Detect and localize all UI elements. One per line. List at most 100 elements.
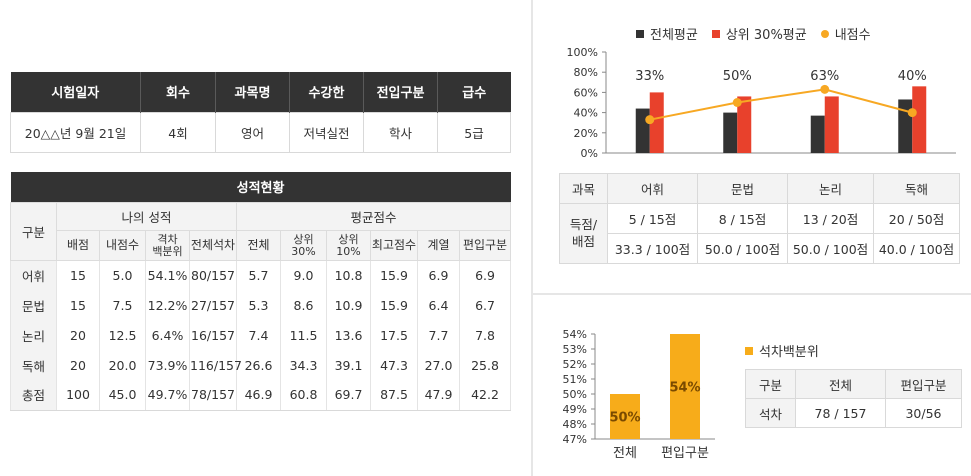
bar-top30-avg [737,96,752,153]
percent-vocab: 33.3 / 100점 [607,233,698,264]
col-transfer: 편입구분 [458,229,512,261]
cell-my-score: 5.0 [99,260,146,290]
legend-swatch-my-score [820,29,829,38]
cell-max: 20 [56,320,100,350]
cell-gap-percentile: 73.9% [145,350,190,380]
y-tick-label: 52% [563,358,587,371]
table-row: 총점 100 45.0 49.7% 78/157 46.9 60.8 69.7 87.5 47.9… [10,380,512,411]
cell-max: 15 [56,290,100,320]
percentile-row-label: 석차 [745,398,796,428]
score-vocab: 5 / 15점 [607,203,698,234]
my-score-point [645,115,655,125]
percentile-legend-swatch [745,346,753,355]
bar-all-avg [635,108,650,153]
cell-transfer: 25.8 [458,350,512,380]
legend-item-my-score: 내점수 [820,24,871,43]
cell-transfer: 6.9 [458,260,512,290]
grades-table: 성적현황 구분 나의 성적 평균점수 배점 내점수 격차 백분위 전체석차 전체… [10,172,512,411]
score-table-header: 과목 어휘 문법 논리 독해 [559,173,960,204]
cell-top30: 9.0 [280,260,327,290]
cell-transfer: 7.8 [458,320,512,350]
y-tick-label: 100% [567,46,598,59]
grades-group-header: 구분 나의 성적 평균점수 [10,201,512,261]
chart1-legend: 전체평균 상위 30%평균 내점수 [636,24,871,43]
cell-rank: 16/157 [189,320,237,350]
percentile-all-value: 78 / 157 [795,398,886,428]
exam-info-table: 시험일자 회수 과목명 수강한 전입구분 급수 20△△년 9월 21일 4회 … [10,72,511,153]
transfer-type-header: 전입구분 [363,72,438,112]
my-score-line [649,88,913,121]
cell-my-score: 7.5 [99,290,146,320]
cell-track: 47.9 [417,380,460,411]
horizontal-divider [533,293,971,295]
grades-title: 성적현황 [10,172,511,202]
percentile-table: 구분 전체 편입구분 석차 78 / 157 30/56 [745,369,962,428]
subject-score-chart: 100% 80% 60% 40% 20% 0% 33% 50% 63% 40% [567,46,956,160]
grades-column-header: 배점 내점수 격차 백분위 전체석차 전체 상위 30% 상위 10% 최고점수… [11,229,512,261]
percentile-header: 구분 전체 편입구분 [745,369,962,399]
cell-max: 15 [56,260,100,290]
cell-top10: 10.9 [326,290,371,320]
y-tick-label: 54% [563,328,587,341]
row-label: 어휘 [10,260,57,290]
y-tick-label: 60% [574,86,598,99]
data-label: 50% [723,69,752,84]
cell-gap-percentile: 12.2% [145,290,190,320]
legend-swatch-all-avg [636,29,644,38]
score-row: 득점/ 배점 5 / 15점 8 / 15점 13 / 20점 20 / 50점 [559,203,960,264]
bar-value-label: 54% [669,381,700,396]
cell-my-score: 12.5 [99,320,146,350]
vertical-divider [531,0,533,476]
cell-gap-percentile: 49.7% [145,380,190,411]
cell-max-score: 15.9 [370,290,418,320]
cell-top10: 39.1 [326,350,371,380]
cell-rank: 27/157 [189,290,237,320]
col-my-score: 내점수 [99,229,146,261]
cell-max-score: 15.9 [370,260,418,290]
cell-track: 6.9 [417,260,460,290]
y-tick-label: 49% [563,403,587,416]
exam-date-header: 시험일자 [10,72,141,112]
x-category-label: 전체 [613,446,637,461]
percentile-chart: 54% 53% 52% 51% 50% 49% 48% 47% 50% 전체 54% 편입구분 [563,328,715,461]
score-row-label-text: 득점/ 배점 [569,217,598,249]
col-rank: 전체석차 [189,229,237,261]
cell-rank: 78/157 [189,380,237,411]
my-score-point [732,98,742,107]
cell-gap-percentile: 6.4% [145,320,190,350]
percent-reading: 40.0 / 100점 [873,233,960,264]
cell-my-score: 20.0 [99,350,146,380]
bar-all-avg [898,99,913,153]
bar-top30-avg [649,92,664,153]
percentile-transfer-value: 30/56 [885,398,962,428]
cell-max: 20 [56,350,100,380]
cell-track: 7.7 [417,320,460,350]
score-row-label: 득점/ 배점 [559,203,608,264]
y-tick-label: 48% [563,418,587,431]
cell-avg-all: 7.4 [236,320,281,350]
cell-my-score: 45.0 [99,380,146,411]
row-label: 독해 [10,350,57,380]
cell-track: 27.0 [417,350,460,380]
subject-header: 과목명 [215,72,290,112]
legend-label-all-avg: 전체평균 [650,28,698,43]
cell-top30: 60.8 [280,380,327,411]
legend-item-all-avg: 전체평균 [636,24,698,43]
data-label: 63% [810,69,839,84]
course-header: 수강한 [289,72,364,112]
level-value: 5급 [437,111,511,153]
exam-info-row: 20△△년 9월 21일 4회 영어 저녁실전 학사 5급 [10,111,511,153]
cell-avg-all: 5.3 [236,290,281,320]
percent-row: 33.3 / 100점 50.0 / 100점 50.0 / 100점 40.0… [560,233,960,264]
percentile-row: 석차 78 / 157 30/56 [745,398,962,428]
bar-top30-avg [824,96,839,153]
col-track: 계열 [417,229,460,261]
subject-score-table: 과목 어휘 문법 논리 독해 득점/ 배점 5 / 15점 8 / 15점 13… [559,173,960,264]
percent-grammar: 50.0 / 100점 [697,233,788,264]
row-label: 총점 [10,380,57,411]
cell-rank: 80/157 [189,260,237,290]
y-tick-label: 0% [581,147,598,160]
round-header: 회수 [140,72,216,112]
col-top30: 상위 30% [280,229,327,261]
subject-vocab: 어휘 [607,173,698,204]
